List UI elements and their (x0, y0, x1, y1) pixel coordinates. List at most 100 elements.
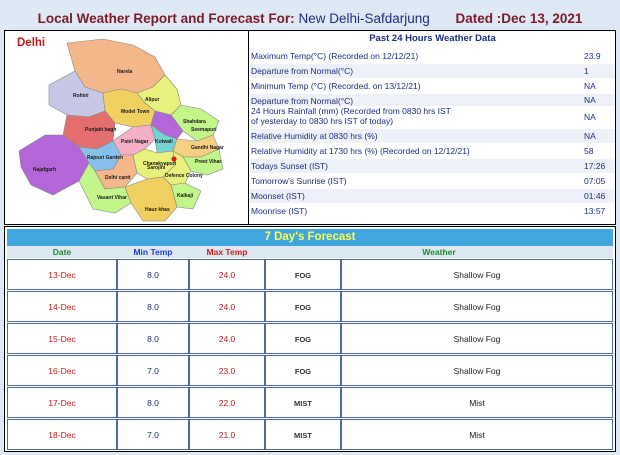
past-row-max-departure: Departure from Normal(°C) 1 (250, 64, 615, 78)
forecast-row: 17-Dec 8.0 22.0 MIST Mist (7, 387, 613, 418)
forecast-min-temp: 8.0 (117, 291, 189, 322)
past-row-rh-0830: Relative Humidity at 0830 hrs (%) NA (250, 129, 615, 143)
forecast-panel: 7 Day's Forecast Date Min Temp Max Temp … (4, 226, 616, 452)
svg-text:Najafgarh: Najafgarh (33, 167, 56, 173)
forecast-weather-icon: MIST (265, 387, 341, 418)
report-date: Dated :Dec 13, 2021 (455, 11, 583, 26)
past-label: Todays Sunset (IST) (251, 161, 329, 171)
forecast-row: 15-Dec 8.0 24.0 FOG Shallow Fog (7, 323, 613, 354)
forecast-row: 14-Dec 8.0 24.0 FOG Shallow Fog (7, 291, 613, 322)
past-value: 1 (584, 66, 589, 76)
past-row-moonrise: Moonrise (IST) 13:57 (250, 204, 615, 218)
svg-text:Preet Vihar: Preet Vihar (195, 159, 221, 165)
past-24h-title: Past 24 Hours Weather Data (250, 31, 615, 47)
map-title: Delhi (17, 37, 46, 49)
forecast-weather-description: Shallow Fog (341, 355, 613, 386)
forecast-max-temp: 23.0 (189, 355, 265, 386)
forecast-weather-description: Mist (341, 387, 613, 418)
forecast-date: 18-Dec (7, 419, 117, 450)
forecast-weather-description: Shallow Fog (341, 259, 613, 290)
forecast-row: 13-Dec 8.0 24.0 FOG Shallow Fog (7, 259, 613, 290)
column-date: Date (52, 247, 72, 257)
svg-text:Narela: Narela (117, 69, 133, 75)
past-row-sunrise: Tomorrow's Sunrise (IST) 07:05 (250, 174, 615, 188)
past-label: Minimum Temp (°C) (Recorded. on 13/12/21… (251, 81, 421, 91)
past-label: 24 Hours Rainfall (mm) (Recorded from 08… (251, 106, 451, 116)
svg-text:Seemapuri: Seemapuri (191, 127, 217, 133)
column-min-temp: Min Temp (133, 247, 173, 257)
forecast-date: 16-Dec (7, 355, 117, 386)
forecast-max-temp: 21.0 (189, 419, 265, 450)
forecast-min-temp: 8.0 (117, 323, 189, 354)
past-value: 13:57 (584, 206, 606, 216)
svg-text:Kotwali: Kotwali (155, 139, 173, 145)
forecast-min-temp: 8.0 (117, 259, 189, 290)
forecast-date: 17-Dec (7, 387, 117, 418)
past-label: Moonrise (IST) (251, 206, 308, 216)
past-label: Maximum Temp(°C) (Recorded on 12/12/21) (251, 51, 419, 61)
past-row-sunset: Todays Sunset (IST) 17:26 (250, 159, 615, 173)
svg-text:Defence Colony: Defence Colony (165, 173, 203, 179)
svg-text:Delhi cantt: Delhi cantt (105, 175, 131, 181)
forecast-date: 13-Dec (7, 259, 117, 290)
svg-text:Alipur: Alipur (145, 97, 159, 103)
svg-text:Rohini: Rohini (73, 93, 89, 99)
past-label: Relative Humidity at 1730 hrs (%) (Recor… (251, 146, 470, 156)
forecast-weather-icon: FOG (265, 259, 341, 290)
forecast-min-temp: 8.0 (117, 387, 189, 418)
forecast-min-temp: 7.0 (117, 419, 189, 450)
past-value: 58 (584, 146, 594, 156)
svg-text:Gandhi Nagar: Gandhi Nagar (191, 145, 224, 151)
forecast-weather-icon: FOG (265, 355, 341, 386)
svg-text:Punjabi bagh: Punjabi bagh (85, 127, 116, 133)
station-marker-icon (171, 156, 177, 162)
station-name: New Delhi-Safdarjung (298, 11, 430, 26)
header-label: Local Weather Report and Forecast For: (37, 11, 295, 26)
forecast-title: 7 Day's Forecast (7, 229, 613, 246)
past-label-continued: of yesterday to 0830 hrs IST of today) (251, 116, 394, 126)
svg-text:Chanakyapuri: Chanakyapuri (143, 161, 177, 167)
column-weather: Weather (422, 247, 456, 257)
past-label: Departure from Normal(°C) (251, 96, 354, 106)
past-24h-panel: Past 24 Hours Weather Data Maximum Temp(… (250, 31, 615, 224)
svg-text:Patel Nagar: Patel Nagar (121, 139, 149, 145)
svg-text:Hauz khas: Hauz khas (145, 207, 170, 213)
delhi-map-image: Narela Rohini Alipur Model Town Shahdara… (18, 38, 224, 222)
forecast-weather-description: Shallow Fog (341, 291, 613, 322)
past-value: NA (584, 81, 596, 91)
past-row-rh-1730: Relative Humidity at 1730 hrs (%) (Recor… (250, 144, 615, 158)
page-header: Local Weather Report and Forecast For: N… (0, 0, 620, 30)
past-row-max-temp: Maximum Temp(°C) (Recorded on 12/12/21) … (250, 49, 615, 63)
forecast-weather-description: Shallow Fog (341, 323, 613, 354)
forecast-weather-icon: FOG (265, 291, 341, 322)
past-row-moonset: Moonset (IST) 01:46 (250, 189, 615, 203)
past-value: 23.9 (584, 51, 601, 61)
forecast-min-temp: 7.0 (117, 355, 189, 386)
svg-text:Sarojini: Sarojini (147, 165, 166, 171)
district-hauz-khas[interactable] (124, 176, 178, 222)
forecast-weather-description: Mist (341, 419, 613, 450)
past-label: Tomorrow's Sunrise (IST) (251, 176, 347, 186)
current-weather-panel: Narela Rohini Alipur Model Town Shahdara… (4, 30, 616, 225)
past-label: Relative Humidity at 0830 hrs (%) (251, 131, 378, 141)
past-value: NA (584, 131, 596, 141)
forecast-row: 16-Dec 7.0 23.0 FOG Shallow Fog (7, 355, 613, 386)
district-yamuna-vihar[interactable] (150, 110, 184, 140)
past-label: Moonset (IST) (251, 191, 305, 201)
past-row-min-temp: Minimum Temp (°C) (Recorded. on 13/12/21… (250, 79, 615, 93)
past-row-min-departure: Departure from Normal(°C) NA (250, 94, 615, 106)
column-max-temp: Max Temp (206, 247, 248, 257)
past-value: 07:05 (584, 176, 606, 186)
forecast-row: 18-Dec 7.0 21.0 MIST Mist (7, 419, 613, 450)
past-value: NA (584, 112, 596, 122)
past-value: 17:26 (584, 161, 606, 171)
district-map: Narela Rohini Alipur Model Town Shahdara… (5, 31, 249, 224)
forecast-date: 14-Dec (7, 291, 117, 322)
svg-text:Rajouri Garden: Rajouri Garden (87, 155, 123, 161)
past-label: Departure from Normal(°C) (251, 66, 354, 76)
svg-text:Model Town: Model Town (121, 109, 150, 115)
past-row-rainfall: 24 Hours Rainfall (mm) (Recorded from 08… (250, 106, 615, 128)
svg-text:Vasant Vihar: Vasant Vihar (97, 195, 127, 201)
forecast-header: Date Min Temp Max Temp Weather (7, 246, 613, 258)
forecast-max-temp: 24.0 (189, 323, 265, 354)
